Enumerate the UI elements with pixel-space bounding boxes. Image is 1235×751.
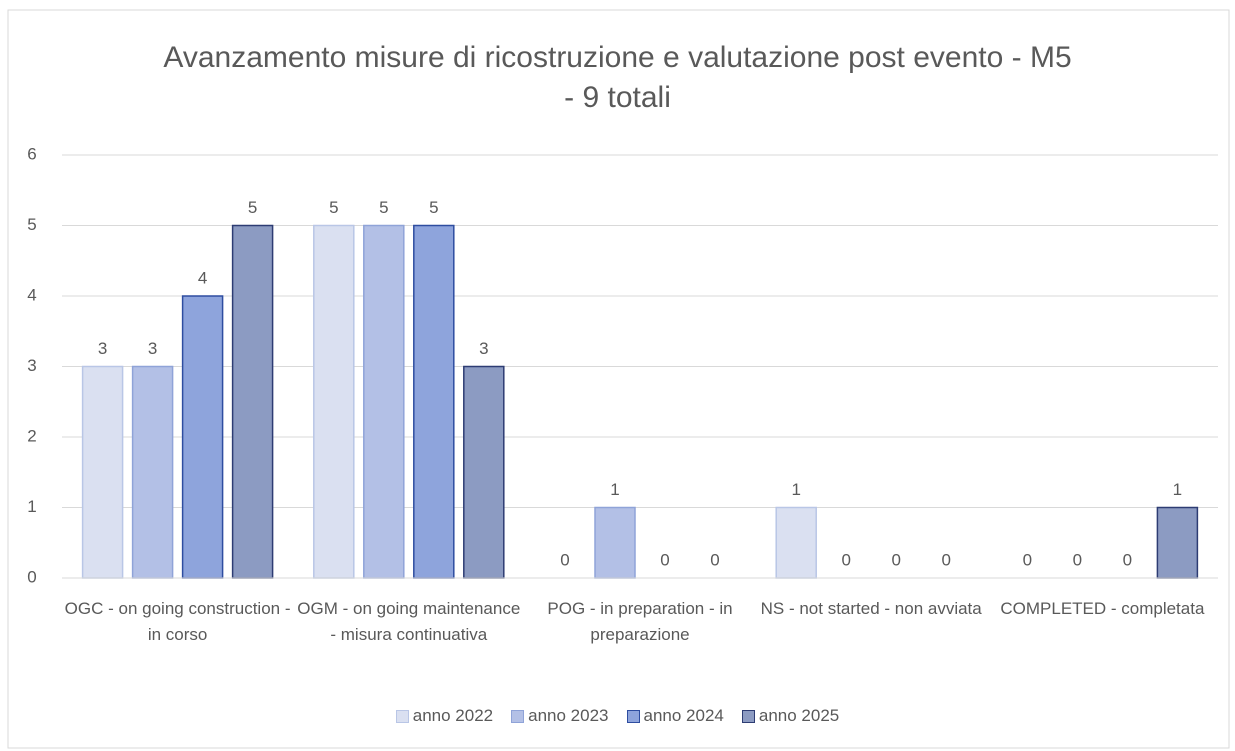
data-label: 0 [1123, 550, 1132, 569]
chart-title: Avanzamento misure di ricostruzione e va… [163, 41, 1072, 114]
data-label: 3 [148, 339, 157, 358]
bar [131, 365, 174, 579]
bar [313, 224, 355, 579]
data-label: 4 [198, 268, 207, 287]
y-tick-label: 2 [27, 426, 36, 445]
legend-label: anno 2022 [412, 706, 494, 725]
legend-swatch [741, 709, 755, 723]
bar [363, 224, 405, 579]
y-tick-label: 1 [27, 497, 36, 516]
legend-label: anno 2024 [643, 706, 724, 725]
data-label: 5 [429, 198, 438, 217]
data-label: 5 [248, 198, 257, 217]
legend-swatch [395, 709, 409, 723]
x-tick-label: COMPLETED - completata [1000, 599, 1205, 618]
data-label: 3 [479, 339, 488, 358]
data-label: 0 [841, 550, 850, 569]
legend-item: anno 2023 [511, 706, 609, 726]
y-tick-label: 5 [27, 215, 36, 234]
data-label: 5 [329, 198, 338, 217]
bar [231, 224, 274, 579]
bar [181, 295, 224, 579]
y-tick-label: 6 [27, 144, 36, 163]
bar [413, 224, 455, 579]
data-label: 0 [710, 550, 719, 569]
data-label: 5 [379, 198, 388, 217]
y-tick-label: 4 [27, 285, 36, 304]
legend-label: anno 2025 [758, 706, 840, 725]
legend-item: anno 2022 [395, 706, 494, 726]
data-label: 0 [560, 550, 569, 569]
legend-item: anno 2024 [626, 706, 724, 726]
x-tick-label: NS - not started - non avviata [760, 599, 982, 618]
legend-item: anno 2025 [741, 706, 840, 726]
data-label: 1 [791, 480, 800, 499]
data-label: 0 [660, 550, 669, 569]
data-label: 0 [941, 550, 950, 569]
data-label: 0 [891, 550, 900, 569]
bar [463, 365, 505, 579]
bar [1156, 506, 1199, 579]
data-label: 1 [1173, 480, 1182, 499]
data-label: 3 [98, 339, 107, 358]
y-tick-label: 0 [27, 567, 36, 586]
data-label: 1 [610, 480, 619, 499]
chart-border [7, 9, 1230, 749]
legend: anno 2022 anno 2023 anno 2024 anno 2025 [0, 706, 1235, 726]
bar [81, 365, 124, 579]
x-tick-label: OGM - on going maintenance - misura cont… [297, 599, 521, 644]
legend-label: anno 2023 [528, 706, 609, 725]
y-tick-label: 3 [27, 356, 36, 375]
x-tick-label: OGC - on going construction - in corso [64, 599, 291, 644]
x-tick-label: POG - in preparation - in preparazione [547, 599, 733, 644]
bar [775, 506, 817, 579]
legend-swatch [626, 709, 640, 723]
data-label: 0 [1023, 550, 1032, 569]
data-label: 0 [1073, 550, 1082, 569]
bar [594, 506, 636, 579]
legend-swatch [511, 709, 525, 723]
